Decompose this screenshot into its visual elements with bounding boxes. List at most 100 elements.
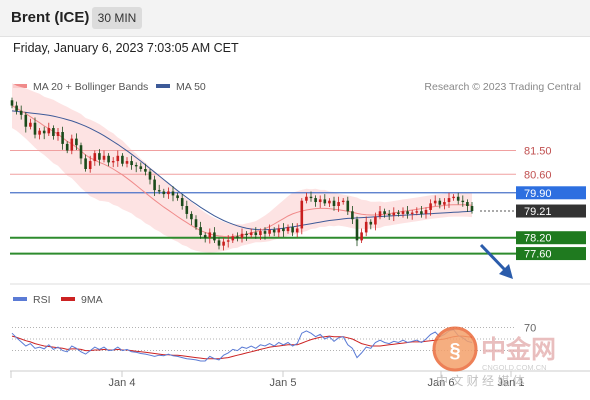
candle-body (61, 132, 64, 144)
candle-body (107, 155, 110, 163)
candle-body (203, 235, 207, 238)
candle-body (406, 211, 409, 214)
candle-body (157, 190, 161, 192)
watermark-brand: 中金网 (481, 335, 556, 364)
rsi-line (11, 329, 473, 362)
candle-body (185, 206, 189, 214)
candle-body (194, 219, 198, 228)
candle-body (79, 145, 83, 159)
candle-body (171, 191, 175, 196)
candle-body (263, 231, 267, 234)
candle-body (383, 211, 386, 214)
candle-body (392, 212, 396, 216)
candle-body (433, 200, 437, 204)
candle-body (139, 166, 143, 169)
time-axis-label: Jan 1 (498, 377, 525, 389)
candle-body (447, 198, 451, 203)
candle-body (401, 211, 405, 214)
candle-body (24, 114, 28, 127)
candle-body (15, 105, 18, 111)
candle-body (236, 236, 239, 238)
watermark-tagline: 中 文 财 经 媒 体 (436, 373, 525, 388)
candle-body (190, 213, 193, 220)
candle-body (369, 221, 373, 225)
candle-body (88, 161, 92, 169)
price-label-box-s1 (516, 231, 586, 245)
candle-body (29, 122, 32, 127)
candle-body (199, 227, 202, 236)
forecast-arrow-icon (479, 243, 513, 279)
candle-body (180, 198, 184, 206)
candle-body (98, 153, 101, 160)
candlesticks (10, 97, 474, 251)
candle-body (374, 216, 377, 225)
instrument-title: Brent (ICE) (11, 9, 90, 26)
candle-body (116, 155, 120, 162)
candle-body (355, 219, 359, 241)
candle-body (254, 232, 258, 236)
candle-body (42, 130, 46, 134)
candle-body (38, 130, 41, 135)
candle-body (84, 158, 87, 169)
candle-body (111, 161, 115, 163)
price-label-s2: 77.60 (524, 249, 552, 261)
candle-body (341, 200, 345, 203)
candle-body (217, 240, 221, 246)
candle-body (466, 202, 469, 206)
price-label-box-current (516, 204, 586, 218)
candle-body (461, 200, 465, 203)
candle-body (410, 212, 414, 214)
candle-body (314, 198, 317, 203)
candle-body (249, 232, 253, 236)
candle-body (245, 233, 248, 236)
price-label-r2: 80.60 (524, 169, 552, 181)
rsi-ma-legend-label: 9MA (81, 294, 103, 306)
candle-body (456, 196, 460, 201)
candle-body (176, 195, 179, 199)
candle-body (65, 143, 69, 151)
candle-body (19, 110, 23, 115)
timeframe-button[interactable]: 30 MIN (92, 7, 142, 29)
candle-body (162, 191, 166, 195)
candle-body (277, 228, 281, 233)
price-levels (10, 150, 516, 255)
candle-body (387, 213, 391, 216)
candle-body (351, 211, 354, 220)
bollinger-band-area (12, 83, 472, 253)
candle-body (272, 229, 276, 233)
rsi-legend-swatch (13, 297, 27, 301)
candle-body (148, 171, 152, 180)
bollinger-band (12, 83, 472, 253)
ma20-legend-label: MA 20 + Bollinger Bands (33, 81, 148, 93)
header-bar: Brent (ICE) 30 MIN (0, 0, 590, 37)
candle-body (286, 227, 290, 232)
ma20-legend-swatch (13, 84, 27, 88)
candle-body (415, 211, 419, 213)
candle-body (222, 241, 225, 246)
candle-body (420, 211, 423, 214)
candle-body (328, 200, 331, 204)
ma50-line (11, 110, 473, 231)
candle-body (443, 202, 446, 205)
candle-body (452, 196, 455, 199)
candle-body (144, 169, 147, 172)
candle-body (47, 128, 51, 134)
cngold-logo-icon (434, 328, 476, 370)
candle-body (300, 200, 304, 229)
candle-body (75, 138, 78, 146)
candle-body (346, 200, 350, 212)
candle-body (429, 203, 432, 210)
candle-body (121, 155, 124, 164)
rsi-pane: 70 (11, 322, 536, 362)
candle-body (167, 191, 170, 195)
time-axis-label: Jan 4 (109, 377, 136, 389)
candle-body (10, 100, 14, 106)
candle-body (259, 231, 262, 236)
rsi-legend-label: RSI (33, 294, 51, 306)
candle-body (213, 232, 216, 241)
candle-body (240, 233, 244, 238)
rsi-tick-70: 70 (524, 322, 536, 334)
candle-body (226, 240, 230, 242)
price-label-pivot: 79.90 (524, 188, 552, 200)
